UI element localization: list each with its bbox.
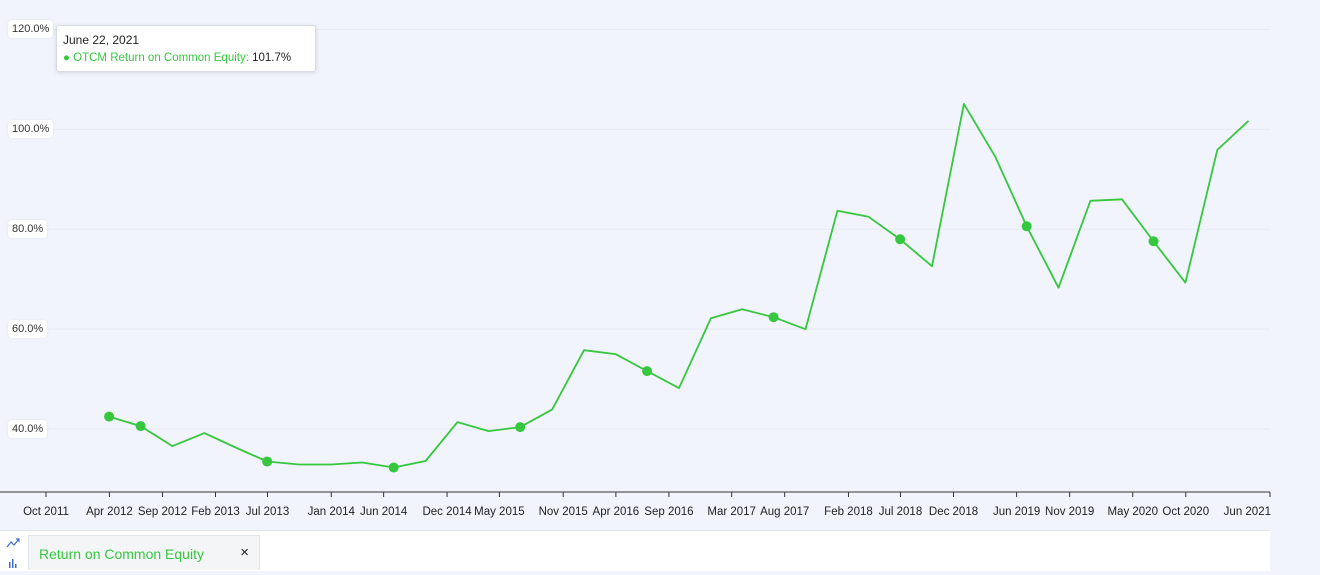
- x-tick-label: May 2015: [474, 506, 525, 518]
- x-axis: Oct 2011 Apr 2012 Sep 2012 Feb 2013 Jul 2013…: [0, 491, 1271, 518]
- legend-close-icon[interactable]: ×: [240, 544, 249, 561]
- tooltip-row: ● OTCM Return on Common Equity: 101.7%: [63, 52, 291, 64]
- data-point-marker: [104, 411, 115, 422]
- x-tick-label: Feb 2013: [191, 506, 240, 518]
- x-tick-label: May 2020: [1107, 506, 1158, 518]
- data-point-marker: [768, 312, 779, 323]
- data-point-marker: [1021, 221, 1032, 232]
- grid-lines: [8, 28, 1270, 430]
- y-tick-label: 40.0%: [8, 420, 48, 439]
- x-tick-label: Jun 2014: [360, 506, 408, 518]
- x-tick-label: Apr 2016: [593, 506, 640, 518]
- x-tick-label: Dec 2018: [929, 506, 978, 518]
- tooltip-series-name: OTCM Return on Common Equity: [73, 52, 246, 64]
- x-tick-label: Nov 2019: [1045, 506, 1094, 518]
- x-tick-label: Oct 2011: [23, 506, 69, 518]
- line-chart-icon[interactable]: [6, 538, 20, 548]
- data-point-marker: [388, 462, 399, 473]
- x-tick-label: Nov 2015: [539, 506, 588, 518]
- x-tick-label: Feb 2018: [824, 506, 873, 518]
- data-point-marker: [895, 234, 906, 245]
- chart-type-switcher: [0, 530, 26, 570]
- x-tick-label: Sep 2016: [644, 506, 693, 518]
- x-tick-label: Jul 2018: [879, 506, 922, 518]
- x-tick-label: Jan 2014: [308, 506, 356, 518]
- chart-area: Oct 2011 Apr 2012 Sep 2012 Feb 2013 Jul 2013…: [0, 28, 1271, 518]
- tooltip-date: June 22, 2021: [63, 33, 140, 47]
- chart-type-icons: [6, 538, 20, 568]
- x-tick-label: Oct 2020: [1162, 506, 1209, 518]
- data-point-marker: [135, 421, 146, 432]
- x-tick-label: Aug 2017: [760, 506, 809, 518]
- x-tick-label: Mar 2017: [707, 506, 756, 518]
- series-line-layer: [108, 103, 1250, 469]
- x-tick-label: Sep 2012: [138, 506, 187, 518]
- tooltip-value: 101.7%: [252, 52, 292, 64]
- x-tick-label: Jun 2021: [1224, 506, 1271, 518]
- y-tick-label: 80.0%: [8, 220, 48, 239]
- chart-tooltip: June 22, 2021 ● OTCM Return on Common Eq…: [56, 25, 316, 72]
- x-tick-label: Jul 2013: [246, 506, 289, 518]
- legend-label: Return on Common Equity: [39, 546, 204, 562]
- data-point-marker: [1148, 236, 1159, 247]
- series-markers: [104, 221, 1159, 473]
- x-tick-label: Jun 2019: [993, 506, 1040, 518]
- bar-chart-icon[interactable]: [9, 559, 17, 568]
- x-tick-label: Apr 2012: [86, 506, 133, 518]
- tooltip-separator: :: [245, 52, 253, 64]
- y-tick-label: 60.0%: [8, 320, 48, 339]
- data-point-marker: [642, 366, 653, 377]
- data-point-marker: [262, 456, 273, 467]
- x-tick-label: Dec 2014: [422, 506, 472, 518]
- y-tick-label: 120.0%: [8, 20, 54, 39]
- data-point-marker: [515, 422, 526, 433]
- tooltip-dot-icon: ●: [63, 52, 70, 64]
- series-line: [108, 103, 1250, 469]
- y-tick-label: 100.0%: [8, 120, 54, 139]
- legend-item[interactable]: Return on Common Equity ×: [28, 535, 260, 570]
